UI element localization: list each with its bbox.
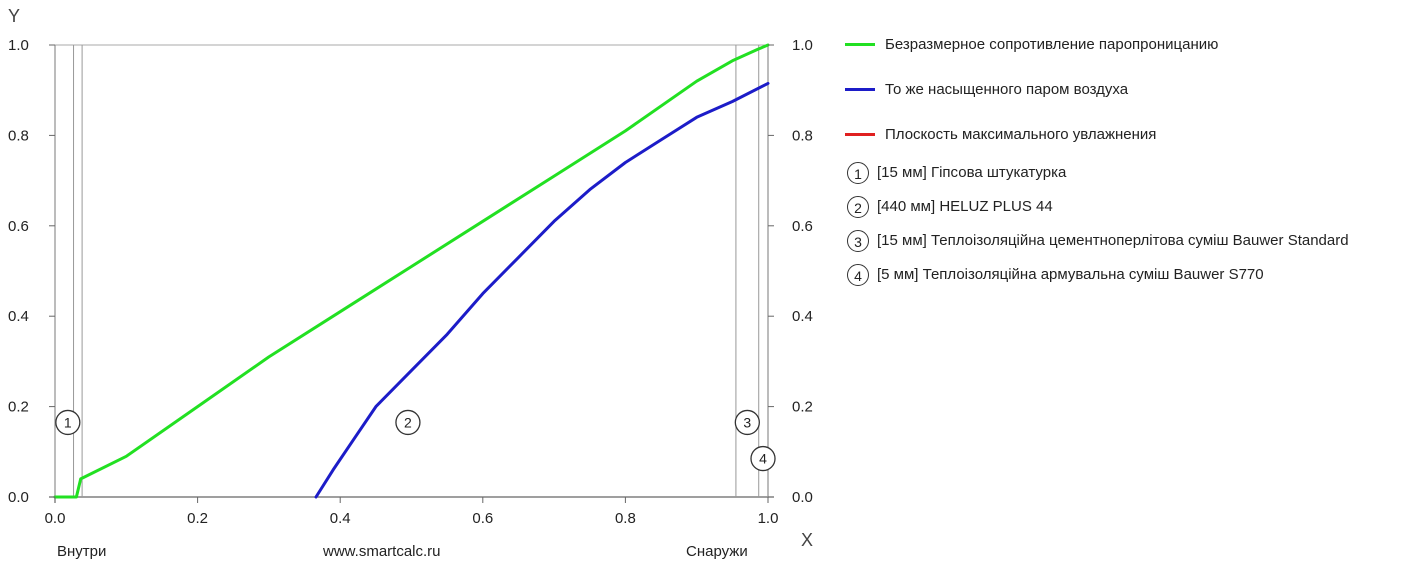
x-tick-label: 0.6 xyxy=(472,510,493,527)
layer-marker-circle xyxy=(395,409,421,436)
layer-marker-number: 2 xyxy=(404,414,412,430)
legend-layer-4: 4 [5 мм] Теплоізоляційна армувальна суміш… xyxy=(845,264,1400,286)
legend-swatch-green xyxy=(845,42,875,46)
legend-item-vapor-resistance: Безразмерное сопротивление паропроницани… xyxy=(845,32,1400,56)
legend-layer-3: 3 [15 мм] Теплоізоляційна цементноперліто… xyxy=(845,230,1400,252)
inside-label: Внутри xyxy=(57,543,106,560)
y2-tick-label: 0.6 xyxy=(792,218,813,235)
website-label: www.smartcalc.ru xyxy=(322,543,441,560)
layer-marker-circle xyxy=(55,409,81,436)
y2-tick-label: 0.2 xyxy=(792,399,813,416)
layer-marker-circle xyxy=(750,445,776,472)
legend-layer-1: 1 [15 мм] Гіпсова штукатурка xyxy=(845,162,1400,184)
layer-number-badge: 1 xyxy=(847,162,869,184)
y-tick-label: 0.2 xyxy=(8,399,29,416)
layer-marker-number: 3 xyxy=(743,414,751,430)
legend-label: Плоскость максимального увлажнения xyxy=(885,125,1157,143)
y-tick-label: 1.0 xyxy=(8,37,29,54)
layer-label: [5 мм] Теплоізоляційна армувальна суміш … xyxy=(877,265,1264,283)
y-tick-label: 0.8 xyxy=(8,127,29,144)
x-tick-label: 0.0 xyxy=(45,510,66,527)
x-tick-label: 0.4 xyxy=(330,510,351,527)
legend-label: То же насыщенного паром воздуха xyxy=(885,80,1129,98)
y2-tick-label: 0.4 xyxy=(792,308,813,325)
layer-number-badge: 2 xyxy=(847,196,869,218)
layer-marker-number: 4 xyxy=(759,451,767,467)
layer-marker-circle xyxy=(734,409,760,436)
series-line xyxy=(53,43,770,499)
x-tick-label: 0.8 xyxy=(615,510,636,527)
series-line xyxy=(314,81,770,499)
layer-marker-number: 1 xyxy=(64,414,72,430)
y2-tick-label: 1.0 xyxy=(792,37,813,54)
y-tick-label: 0.4 xyxy=(8,308,29,325)
legend: Безразмерное сопротивление паропроницани… xyxy=(845,32,1400,298)
layer-label: [440 мм] HELUZ PLUS 44 xyxy=(877,197,1053,215)
y-axis-label: Y xyxy=(8,6,20,26)
legend-label: Безразмерное сопротивление паропроницани… xyxy=(885,35,1219,53)
layer-number-badge: 4 xyxy=(847,264,869,286)
axis-ticks: 0.0 0.2 0.4 0.6 0.8 1.0 0.0 0.2 0.4 0.6 0.8 1.0 0.0 0… xyxy=(8,37,813,527)
x-tick-label: 1.0 xyxy=(758,510,779,527)
y-tick-label: 0.6 xyxy=(8,218,29,235)
y2-tick-label: 0.8 xyxy=(792,127,813,144)
y-tick-label: 0.0 xyxy=(8,489,29,506)
legend-swatch-blue xyxy=(845,87,875,91)
y2-tick-label: 0.0 xyxy=(792,489,813,506)
legend-layer-2: 2 [440 мм] HELUZ PLUS 44 xyxy=(845,196,1400,218)
layer-number-badge: 3 xyxy=(847,230,869,252)
layer-label: [15 мм] Теплоізоляційна цементноперлітов… xyxy=(877,231,1349,249)
x-axis-label: X xyxy=(801,530,813,550)
layer-label: [15 мм] Гіпсова штукатурка xyxy=(877,163,1067,181)
legend-item-max-moisture-plane: Плоскость максимального увлажнения xyxy=(845,122,1400,146)
series-lines xyxy=(53,43,770,499)
outside-label: Снаружи xyxy=(686,543,748,560)
legend-item-saturated-air: То же насыщенного паром воздуха xyxy=(845,77,1400,101)
x-tick-label: 0.2 xyxy=(187,510,208,527)
layer-markers: 1 2 3 4 xyxy=(55,409,776,472)
legend-swatch-red xyxy=(845,132,875,136)
